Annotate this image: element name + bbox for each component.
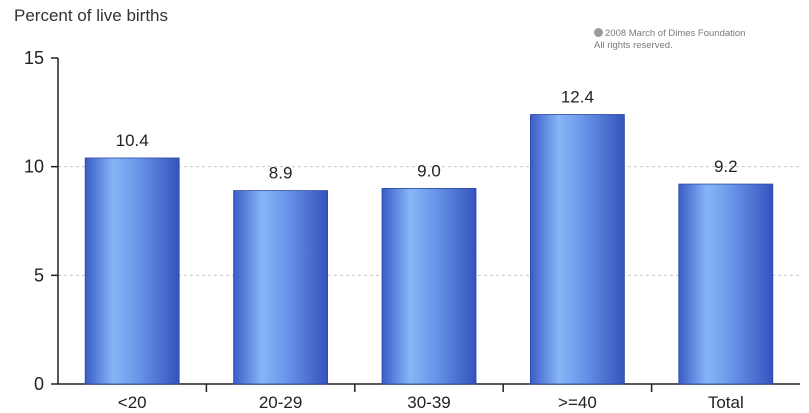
value-label: 9.2 — [714, 157, 738, 176]
copyright-line2: All rights reserved. — [594, 40, 673, 51]
bar — [381, 187, 477, 385]
bar — [678, 183, 774, 385]
value-label: 8.9 — [269, 164, 293, 183]
bar — [530, 114, 625, 385]
y-tick-label: 0 — [34, 374, 44, 394]
copyright-line1: 2008 March of Dimes Foundation — [605, 28, 746, 39]
copyright-notice: 2008 March of Dimes Foundation All right… — [594, 28, 745, 52]
y-tick-label: 15 — [24, 48, 44, 68]
bar — [233, 190, 329, 385]
value-label: 12.4 — [561, 88, 594, 107]
value-label: 10.4 — [116, 131, 149, 150]
copyright-icon — [594, 28, 603, 37]
x-tick-label: 30-39 — [407, 393, 450, 412]
x-tick-label: Total — [708, 393, 744, 412]
x-tick-label: <20 — [118, 393, 147, 412]
bar — [84, 157, 180, 385]
y-tick-label: 5 — [34, 265, 44, 285]
y-tick-label: 10 — [24, 157, 44, 177]
x-tick-label: >=40 — [558, 393, 597, 412]
x-tick-label: 20-29 — [259, 393, 302, 412]
y-axis-label: Percent of live births — [14, 6, 169, 25]
value-label: 9.0 — [417, 161, 441, 180]
